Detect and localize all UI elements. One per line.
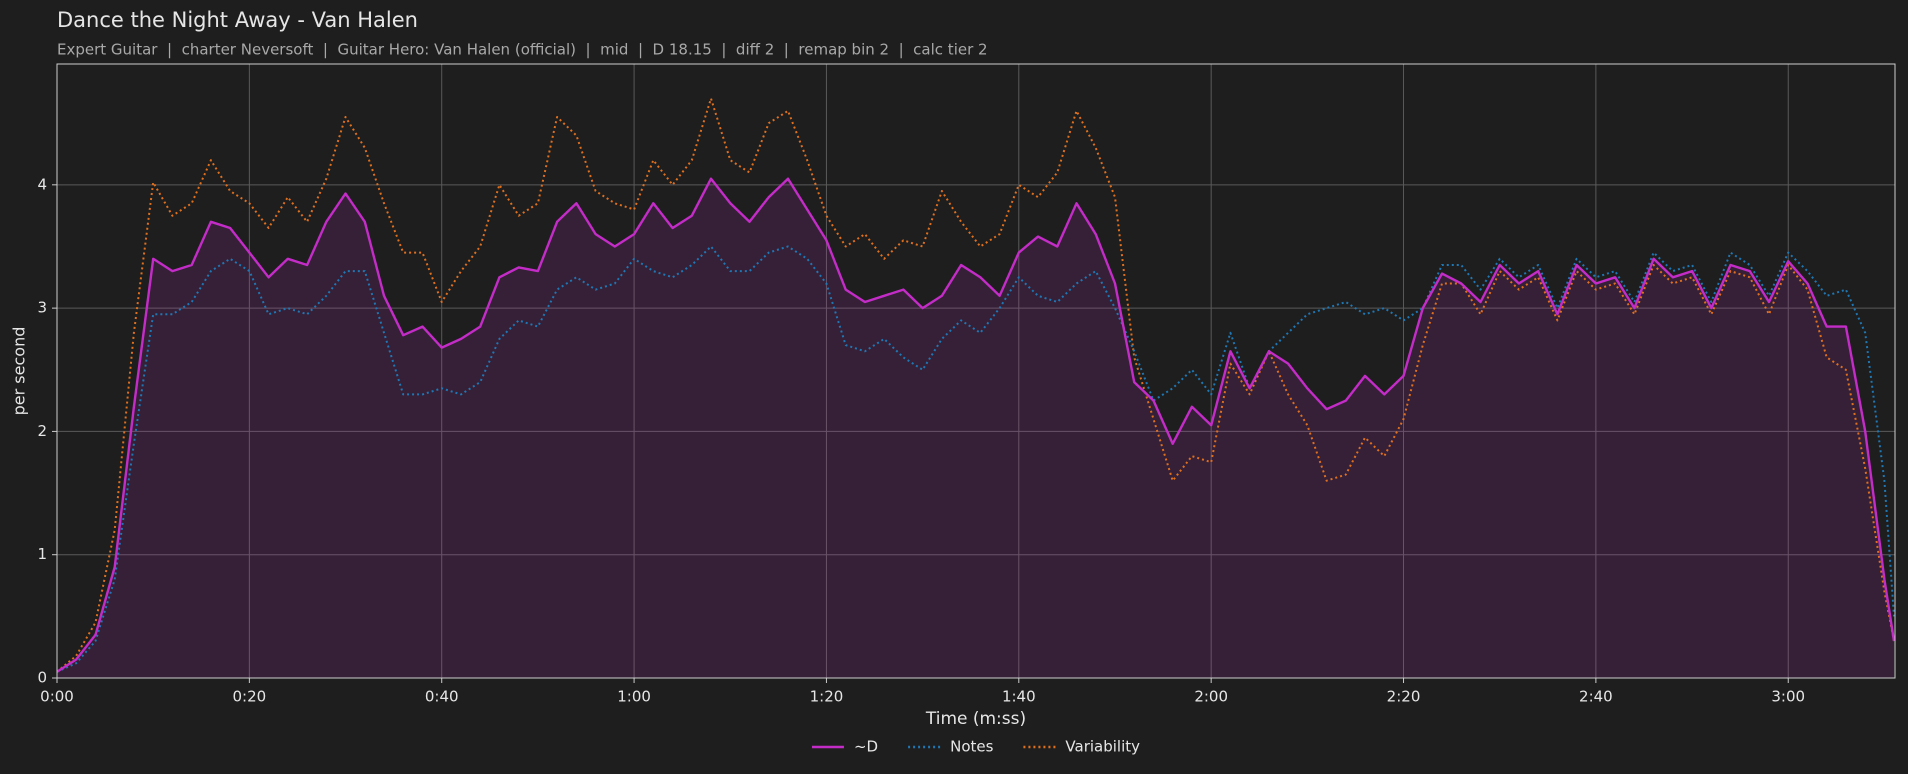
x-tick-label: 1:00 [617,688,651,706]
y-axis-label: per second [10,327,29,416]
chart-title: Dance the Night Away - Van Halen [57,8,418,32]
legend: ~D Notes Variability [811,738,1140,756]
x-axis-label: Time (m:ss) [925,709,1026,729]
y-tick-label: 2 [37,422,47,440]
chart-subtitle: Expert Guitar | charter Neversoft | Guit… [57,41,988,59]
x-tick-label: 1:20 [810,688,844,706]
plot-frame [56,63,1896,679]
line [56,97,1895,673]
line [56,177,1896,673]
x-tick-label: 0:40 [425,688,459,706]
y-tick-label: 4 [37,175,47,193]
x-tick-label: 2:20 [1387,688,1421,706]
x-tick-label: 2:40 [1579,688,1613,706]
legend-label: Variability [1065,738,1140,756]
line [56,245,1895,673]
legend-label: ~D [854,738,878,756]
y-tick-label: 0 [37,669,47,687]
x-tick-label: 1:40 [1002,688,1036,706]
y-tick-label: 3 [37,299,47,317]
x-tick-label: 0:20 [233,688,267,706]
y-tick-label: 1 [37,545,47,563]
legend-label: Notes [950,738,994,756]
x-tick-label: 0:00 [40,688,74,706]
x-tick-label: 2:00 [1194,688,1228,706]
x-tick-label: 3:00 [1771,688,1805,706]
